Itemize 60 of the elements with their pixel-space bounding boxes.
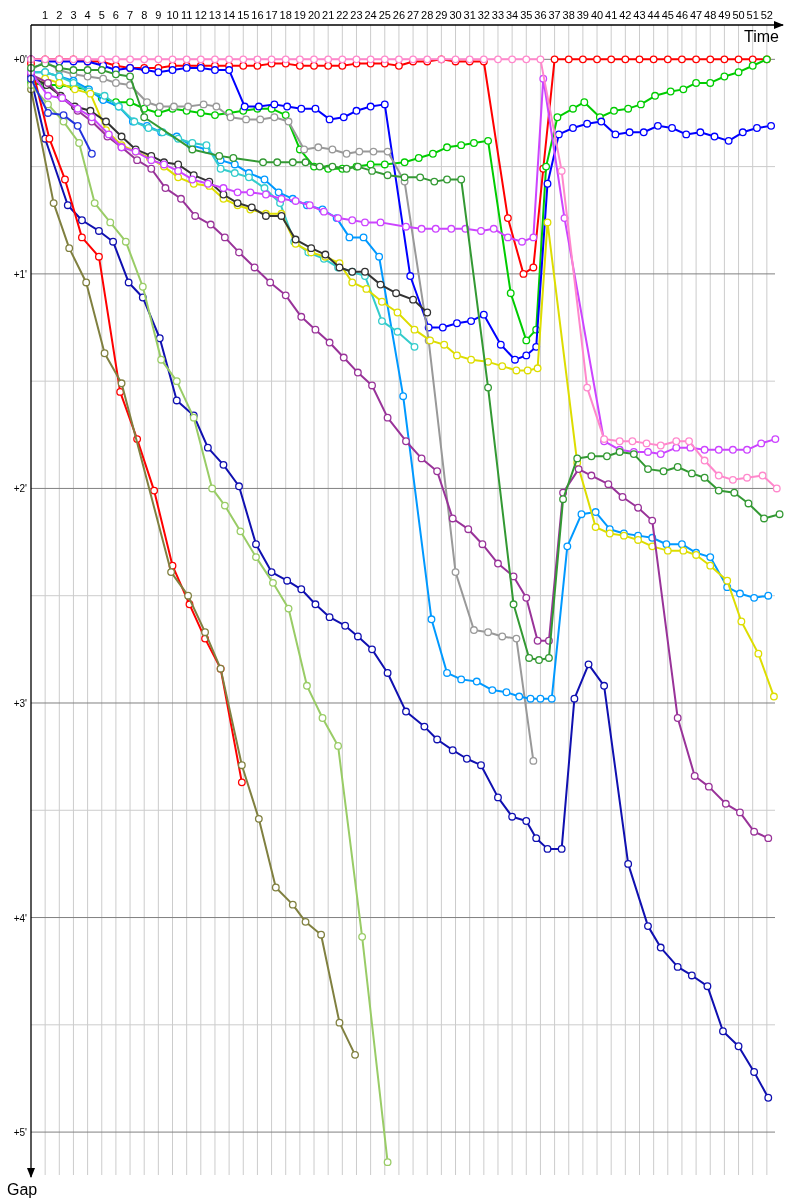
x-tick-label: 33 bbox=[491, 9, 505, 21]
x-tick-label: 51 bbox=[746, 9, 759, 21]
x-tick-label: 26 bbox=[392, 9, 406, 21]
y-tick-label: +2' bbox=[13, 483, 28, 495]
x-tick-label: 9 bbox=[155, 9, 162, 21]
x-tick-label: 30 bbox=[449, 9, 462, 21]
x-tick-label: 38 bbox=[562, 9, 575, 21]
x-tick-label: 52 bbox=[760, 9, 773, 21]
x-tick-label: 13 bbox=[208, 9, 222, 21]
x-tick-label: 49 bbox=[718, 9, 731, 21]
x-axis-title: Time bbox=[744, 28, 780, 45]
x-tick-label: 15 bbox=[237, 9, 250, 21]
x-tick-label: 20 bbox=[307, 9, 321, 21]
x-tick-label: 25 bbox=[378, 9, 391, 21]
x-tick-label: 43 bbox=[633, 9, 646, 21]
x-tick-label: 2 bbox=[56, 9, 63, 21]
x-tick-label: 40 bbox=[590, 9, 604, 21]
x-tick-label: 37 bbox=[548, 9, 561, 21]
x-tick-label: 10 bbox=[166, 9, 179, 21]
y-tick-label: +0' bbox=[13, 54, 28, 66]
x-tick-label: 36 bbox=[534, 9, 547, 21]
x-tick-label: 19 bbox=[293, 9, 306, 21]
x-tick-label: 22 bbox=[336, 9, 349, 21]
x-tick-label: 24 bbox=[364, 9, 377, 21]
x-tick-label: 34 bbox=[506, 9, 519, 21]
x-tick-label: 29 bbox=[435, 9, 448, 21]
x-tick-label: 50 bbox=[732, 9, 745, 21]
x-tick-label: 47 bbox=[689, 9, 703, 21]
x-tick-label: 7 bbox=[126, 9, 134, 21]
x-tick-label: 31 bbox=[463, 9, 476, 21]
x-tick-label: 48 bbox=[704, 9, 717, 21]
x-tick-label: 8 bbox=[141, 9, 148, 21]
x-tick-label: 17 bbox=[265, 9, 278, 21]
y-tick-label: +5' bbox=[13, 1127, 28, 1139]
x-tick-label: 35 bbox=[520, 9, 533, 21]
y-tick-label: +1' bbox=[13, 268, 28, 280]
x-tick-label: 23 bbox=[350, 9, 363, 21]
x-tick-label: 4 bbox=[84, 9, 91, 21]
x-tick-label: 5 bbox=[98, 9, 105, 21]
x-tick-label: 3 bbox=[70, 9, 77, 21]
x-tick-label: 16 bbox=[251, 9, 264, 21]
x-tick-label: 41 bbox=[605, 9, 618, 21]
x-tick-label: 28 bbox=[421, 9, 434, 21]
x-tick-label: 1 bbox=[42, 9, 49, 21]
x-tick-label: 39 bbox=[576, 9, 590, 21]
x-tick-label: 12 bbox=[194, 9, 207, 21]
x-tick-label: 6 bbox=[112, 9, 119, 21]
x-tick-label: 45 bbox=[661, 9, 674, 21]
x-tick-label: 46 bbox=[675, 9, 689, 21]
x-tick-label: 42 bbox=[619, 9, 632, 21]
x-tick-label: 44 bbox=[647, 9, 660, 21]
y-axis-title: Gap bbox=[7, 1181, 38, 1198]
x-tick-label: 14 bbox=[222, 9, 236, 21]
y-tick-label: +3' bbox=[13, 697, 28, 709]
x-tick-label: 27 bbox=[406, 9, 420, 21]
x-tick-label: 21 bbox=[322, 9, 335, 21]
x-tick-label: 18 bbox=[279, 9, 292, 21]
x-tick-label: 11 bbox=[180, 9, 193, 21]
x-tick-label: 32 bbox=[477, 9, 490, 21]
y-tick-label: +4' bbox=[13, 912, 28, 924]
